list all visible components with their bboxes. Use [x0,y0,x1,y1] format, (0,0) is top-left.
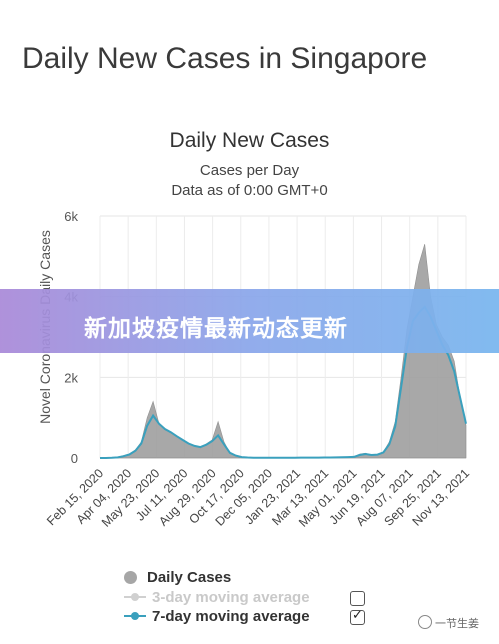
checkbox-7day-average[interactable] [350,608,365,625]
legend-7day-line-icon [124,611,146,621]
watermark-text: 一节生姜 [435,617,479,630]
wechat-icon [418,615,432,629]
checkbox-3day-average[interactable] [350,591,365,606]
legend-daily-label: Daily Cases [147,569,232,586]
legend-daily-dot-icon [124,571,137,584]
legend-7day-label: 7-day moving average [152,608,310,625]
banner-text: 新加坡疫情最新动态更新 [84,316,348,342]
page-title: Daily New Cases in Singapore [22,42,428,75]
y-tick-label: 6k [64,209,78,224]
legend-item-3day-average[interactable]: 3-day moving average [124,589,310,606]
y-tick-label: 0 [71,451,78,466]
legend-3day-label: 3-day moving average [152,589,310,606]
chart-subtitle: Cases per Day [199,162,300,179]
chart-title: Daily New Cases [169,129,330,152]
series-7day-average-line [100,305,467,459]
y-tick-label: 2k [64,370,78,385]
watermark: 一节生姜 [418,615,479,631]
title-banner [0,289,499,353]
legend-3day-line-icon [124,592,146,602]
legend-item-daily-cases[interactable]: Daily Cases [124,569,231,586]
legend-item-7day-average[interactable]: 7-day moving average [124,608,310,625]
chart-data-timestamp: Data as of 0:00 GMT+0 [171,182,328,199]
